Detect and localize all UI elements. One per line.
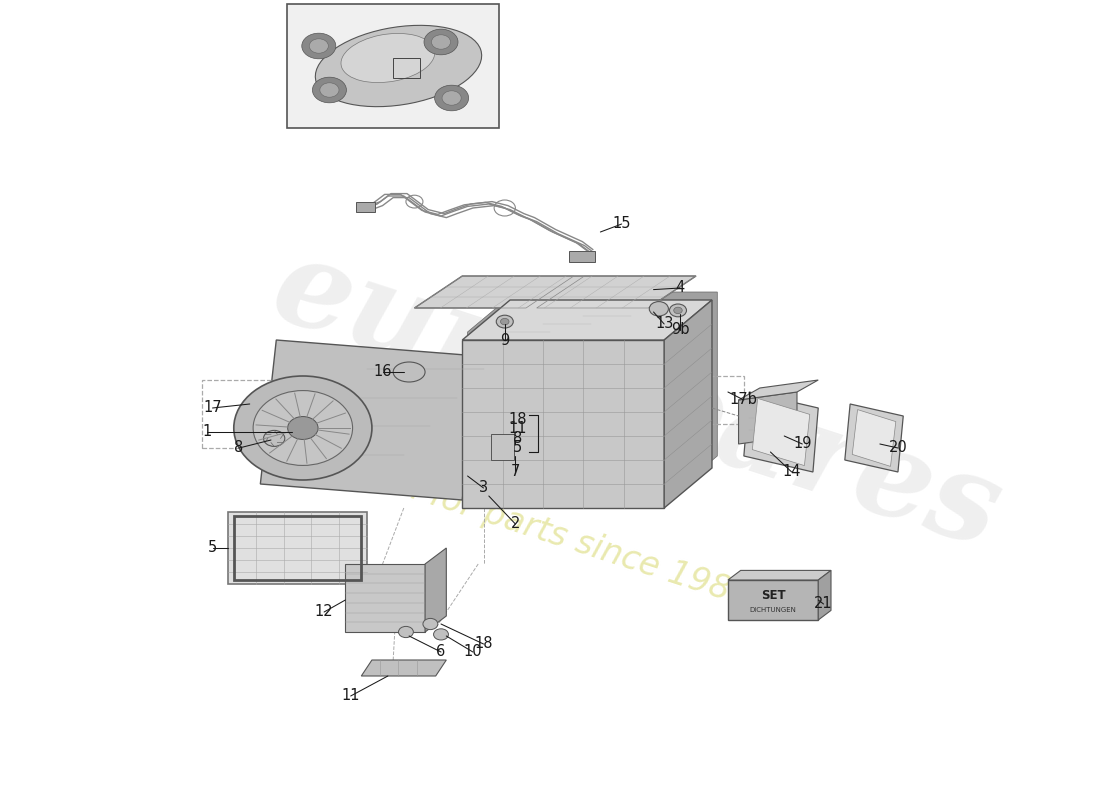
Circle shape bbox=[442, 90, 461, 106]
Polygon shape bbox=[361, 660, 447, 676]
Bar bbox=[569, 251, 595, 262]
Circle shape bbox=[288, 417, 318, 439]
Circle shape bbox=[234, 376, 372, 480]
Text: 11: 11 bbox=[341, 689, 360, 703]
Text: 6: 6 bbox=[437, 645, 446, 659]
Circle shape bbox=[424, 29, 458, 54]
Ellipse shape bbox=[393, 362, 425, 382]
Circle shape bbox=[320, 82, 339, 98]
Circle shape bbox=[398, 626, 414, 638]
Circle shape bbox=[312, 78, 346, 102]
Text: 15: 15 bbox=[613, 217, 631, 231]
Bar bbox=[728, 580, 818, 620]
Text: 5: 5 bbox=[208, 541, 217, 555]
Bar bbox=[696, 376, 744, 424]
Polygon shape bbox=[462, 300, 712, 340]
Ellipse shape bbox=[341, 34, 434, 82]
Circle shape bbox=[253, 390, 353, 466]
Bar bbox=[287, 4, 499, 128]
Text: DICHTUNGEN: DICHTUNGEN bbox=[749, 607, 796, 613]
Text: 10: 10 bbox=[463, 645, 482, 659]
Bar bbox=[491, 434, 515, 460]
Polygon shape bbox=[425, 548, 447, 632]
Text: SET: SET bbox=[761, 589, 785, 602]
Text: 8: 8 bbox=[234, 441, 244, 455]
Circle shape bbox=[433, 629, 449, 640]
Text: 12: 12 bbox=[315, 605, 333, 619]
Polygon shape bbox=[462, 340, 664, 508]
Text: 14: 14 bbox=[782, 465, 801, 479]
Text: 9: 9 bbox=[500, 333, 509, 347]
Circle shape bbox=[649, 302, 669, 316]
Circle shape bbox=[309, 38, 329, 53]
Polygon shape bbox=[738, 392, 798, 444]
Polygon shape bbox=[728, 570, 830, 580]
Text: 5: 5 bbox=[513, 441, 522, 455]
Bar bbox=[356, 202, 375, 212]
Text: 9b: 9b bbox=[671, 322, 690, 337]
Text: 18: 18 bbox=[508, 412, 527, 426]
Text: 19: 19 bbox=[793, 437, 812, 451]
Text: eurospares: eurospares bbox=[260, 226, 1016, 574]
Circle shape bbox=[422, 618, 438, 630]
Polygon shape bbox=[345, 564, 425, 632]
Circle shape bbox=[500, 318, 509, 325]
Circle shape bbox=[673, 307, 682, 314]
Polygon shape bbox=[664, 300, 712, 508]
Text: 18: 18 bbox=[474, 637, 493, 651]
Polygon shape bbox=[468, 292, 717, 496]
Text: 3: 3 bbox=[478, 481, 488, 495]
Text: 4: 4 bbox=[675, 281, 684, 295]
Text: 11: 11 bbox=[508, 422, 527, 436]
Polygon shape bbox=[818, 570, 830, 620]
Text: 17: 17 bbox=[204, 401, 222, 415]
Bar bbox=[393, 58, 420, 78]
Polygon shape bbox=[738, 380, 818, 400]
Polygon shape bbox=[852, 410, 895, 466]
Circle shape bbox=[496, 315, 514, 328]
Polygon shape bbox=[261, 340, 478, 500]
Text: 16: 16 bbox=[373, 365, 392, 379]
Polygon shape bbox=[229, 512, 366, 584]
Text: 1: 1 bbox=[202, 425, 212, 439]
Circle shape bbox=[431, 34, 451, 50]
Circle shape bbox=[301, 33, 336, 58]
Ellipse shape bbox=[316, 26, 482, 106]
Text: 7: 7 bbox=[510, 465, 520, 479]
Bar bbox=[202, 380, 293, 448]
Polygon shape bbox=[415, 276, 696, 308]
Text: 17b: 17b bbox=[730, 393, 758, 407]
Text: 8: 8 bbox=[513, 431, 522, 446]
Circle shape bbox=[434, 86, 469, 110]
Text: 20: 20 bbox=[889, 441, 908, 455]
Polygon shape bbox=[752, 398, 810, 466]
Text: 2: 2 bbox=[510, 517, 520, 531]
Text: a passion for parts since 1985: a passion for parts since 1985 bbox=[265, 426, 755, 614]
Text: 21: 21 bbox=[814, 597, 833, 611]
Polygon shape bbox=[845, 404, 903, 472]
Circle shape bbox=[670, 304, 686, 317]
Circle shape bbox=[264, 430, 285, 446]
Polygon shape bbox=[744, 392, 818, 472]
Text: 13: 13 bbox=[654, 317, 673, 331]
